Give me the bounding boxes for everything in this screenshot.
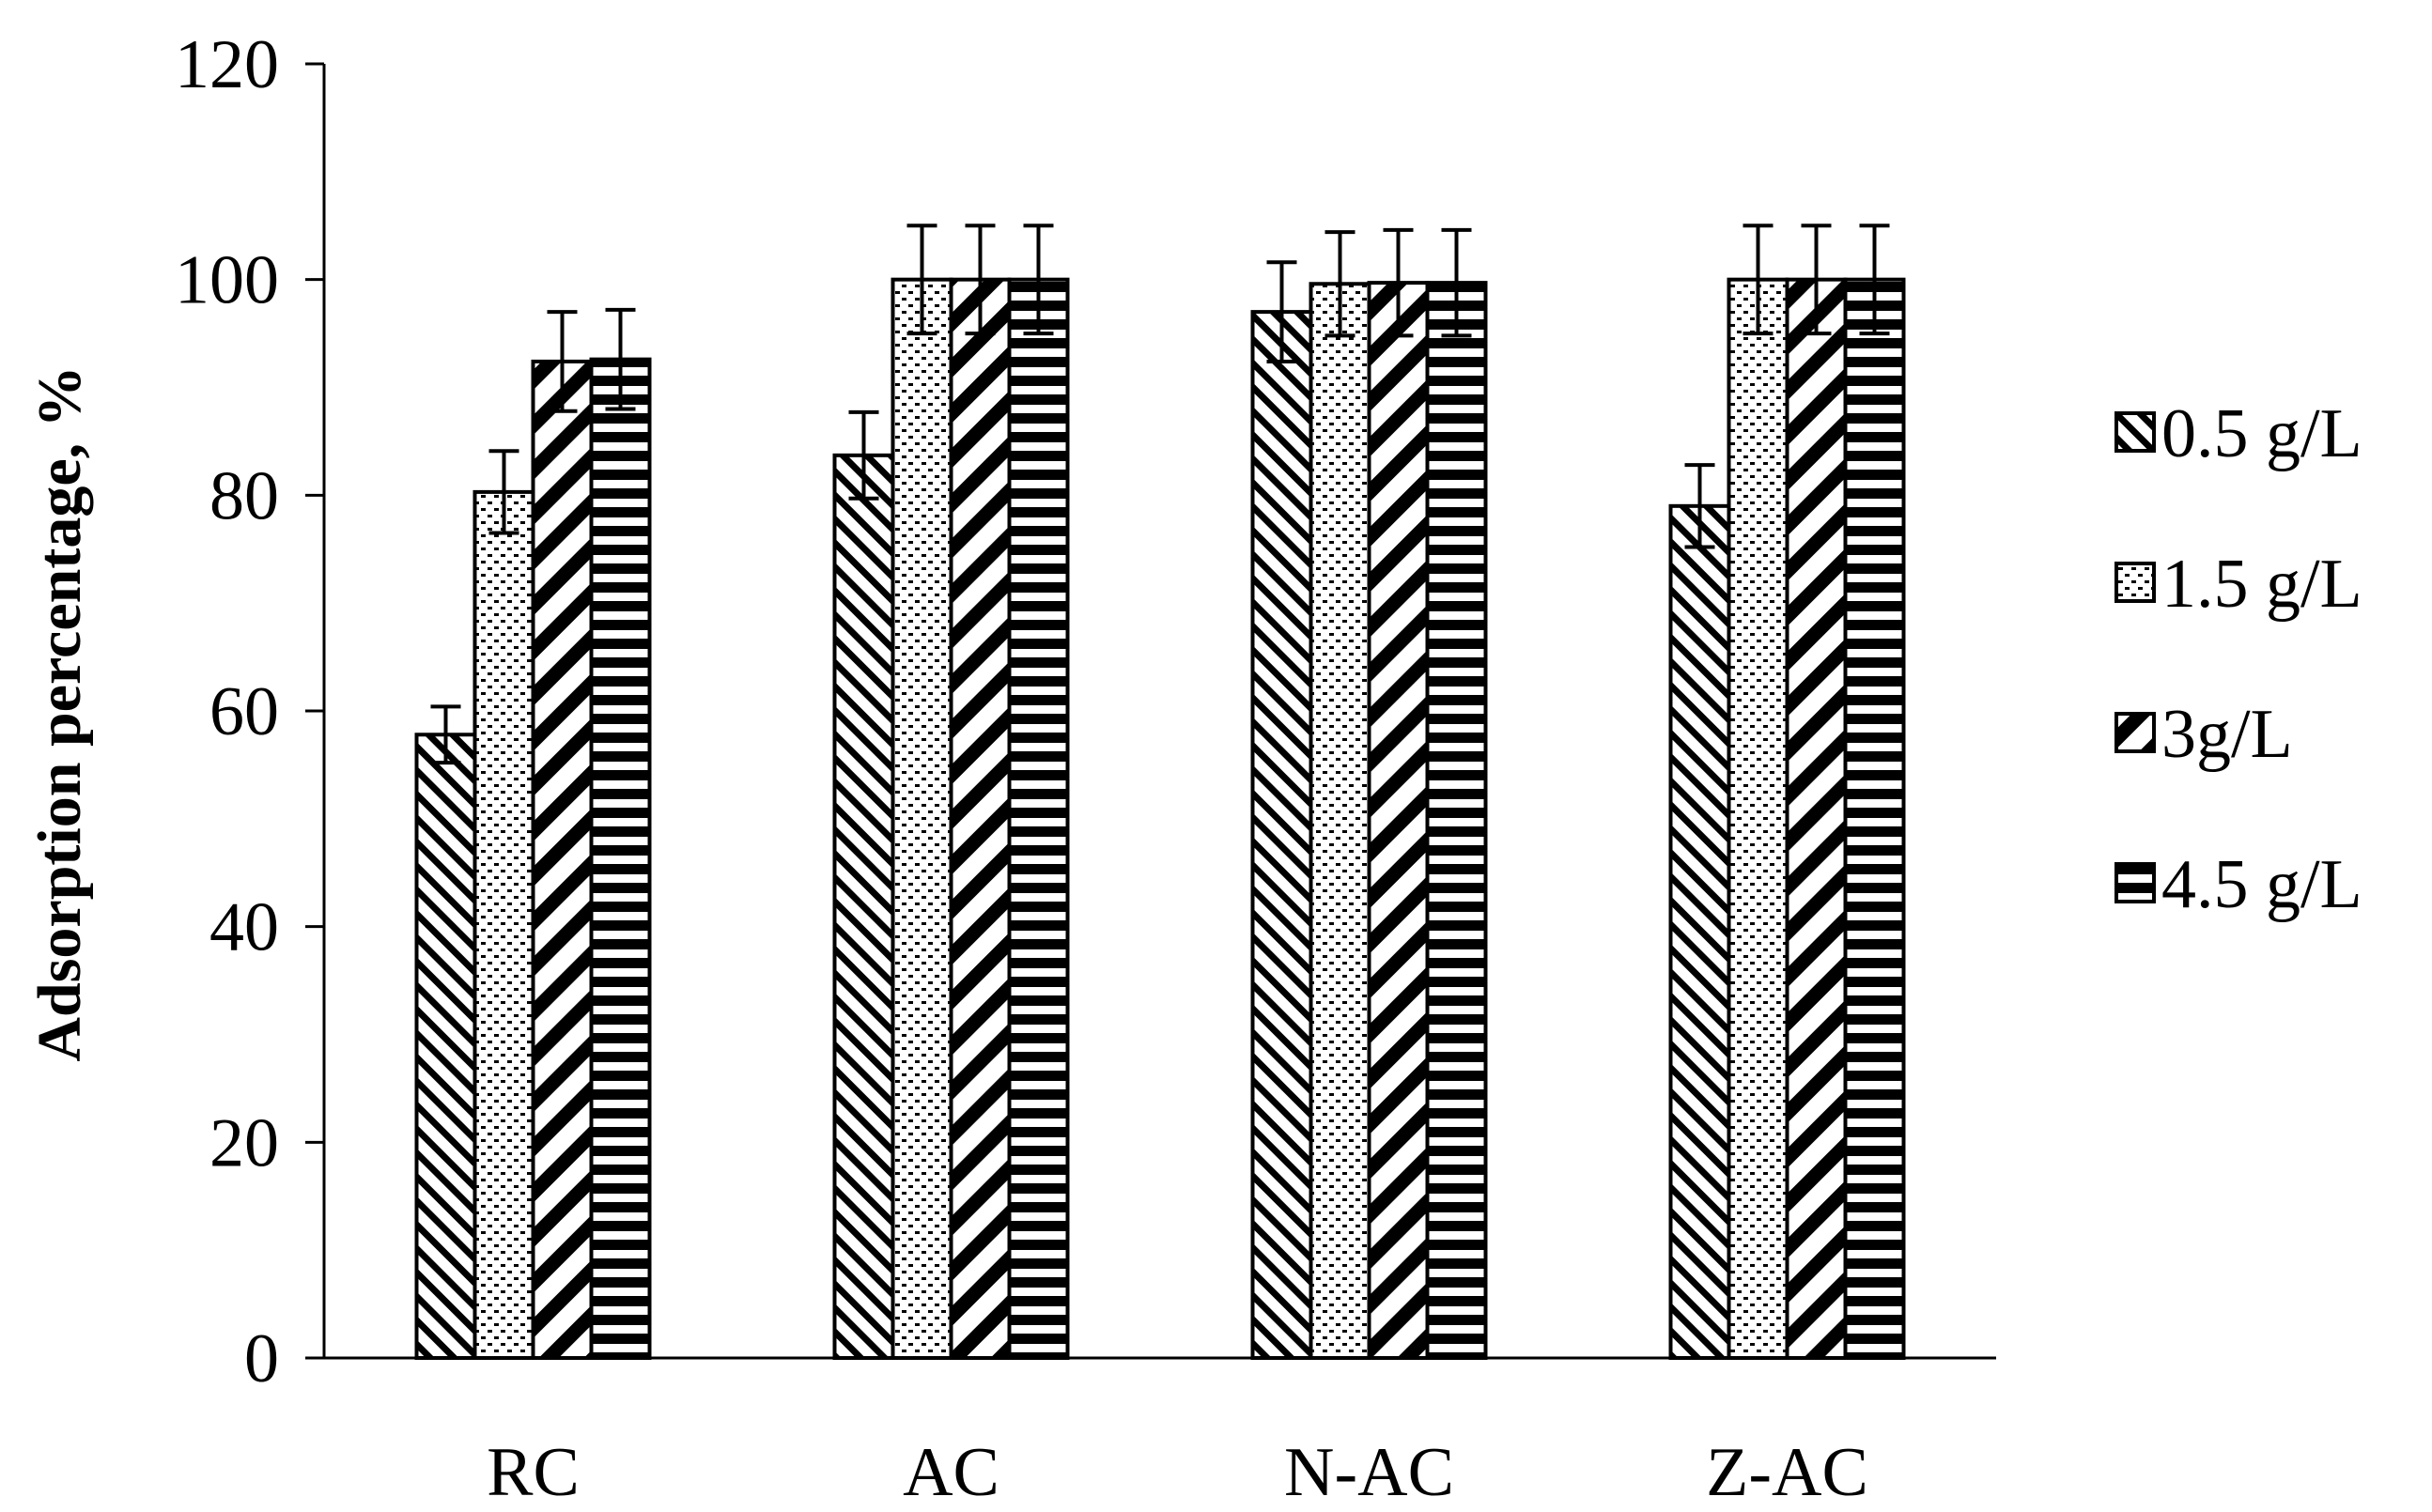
error-bar [1324, 230, 1355, 338]
bar-z-ac-series-3 [1843, 277, 1906, 1361]
error-bar [547, 310, 578, 413]
y-tick-label: 60 [209, 673, 279, 750]
bars [414, 224, 1906, 1361]
bar-n-ac-series-1 [1309, 282, 1371, 1360]
legend-swatch [2114, 411, 2156, 453]
y-tick-label: 20 [209, 1104, 279, 1181]
y-tick-label: 120 [175, 26, 279, 103]
error-bar [1441, 227, 1472, 338]
legend-swatch [2114, 712, 2156, 753]
error-bar [1383, 227, 1414, 338]
x-tick-label: N-AC [1284, 1434, 1454, 1511]
x-tick-label: AC [903, 1434, 999, 1511]
y-axis-title: Adsorption percentage, % [25, 365, 94, 1061]
y-axis: 0 20 40 60 80 100 120 [175, 26, 326, 1397]
error-bar [906, 224, 937, 336]
error-bar [488, 449, 519, 535]
legend: 0.5 g/L 1.5 g/L 3g/L 4.5 g/L [2114, 395, 2362, 923]
legend-item: 3g/L [2114, 696, 2293, 773]
legend-item: 1.5 g/L [2114, 546, 2362, 623]
y-tick-label: 80 [209, 457, 279, 534]
bar-rc-series-2 [531, 359, 594, 1361]
bar-rc-series-3 [589, 357, 652, 1361]
error-bar [1743, 224, 1774, 336]
bar-ac-series-1 [891, 277, 953, 1361]
error-bar [848, 409, 879, 501]
bar-n-ac-series-2 [1367, 281, 1430, 1360]
error-bar [965, 224, 996, 336]
legend-label: 3g/L [2161, 696, 2293, 773]
y-tick-label: 40 [209, 889, 279, 966]
error-bar [1801, 224, 1832, 336]
bar-ac-series-2 [949, 277, 1012, 1361]
x-tick-label: Z-AC [1706, 1434, 1868, 1511]
bar-z-ac-series-0 [1668, 503, 1731, 1360]
error-bar [1859, 224, 1890, 336]
error-bar [605, 307, 636, 411]
error-bar [1023, 224, 1054, 336]
legend-swatch [2114, 562, 2156, 603]
error-bar [1684, 463, 1715, 549]
bar-ac-series-0 [832, 453, 895, 1361]
bar-z-ac-series-2 [1785, 277, 1848, 1361]
error-bar [1266, 260, 1297, 363]
bar-rc-series-0 [414, 733, 477, 1360]
bar-z-ac-series-1 [1727, 277, 1789, 1361]
error-bar [430, 704, 461, 765]
bar-n-ac-series-0 [1250, 310, 1313, 1360]
legend-swatch [2114, 862, 2156, 903]
legend-item: 0.5 g/L [2114, 395, 2362, 472]
legend-item: 4.5 g/L [2114, 846, 2362, 923]
x-tick-label: RC [487, 1434, 580, 1511]
legend-label: 0.5 g/L [2161, 395, 2362, 472]
x-axis: RC AC N-AC Z-AC [324, 1356, 1996, 1511]
legend-label: 4.5 g/L [2161, 846, 2362, 923]
bar-rc-series-1 [472, 489, 535, 1360]
y-tick-label: 0 [244, 1320, 279, 1397]
legend-label: 1.5 g/L [2161, 546, 2362, 623]
bar-ac-series-3 [1007, 277, 1070, 1361]
y-tick-label: 100 [175, 242, 279, 319]
bar-n-ac-series-3 [1425, 281, 1488, 1360]
